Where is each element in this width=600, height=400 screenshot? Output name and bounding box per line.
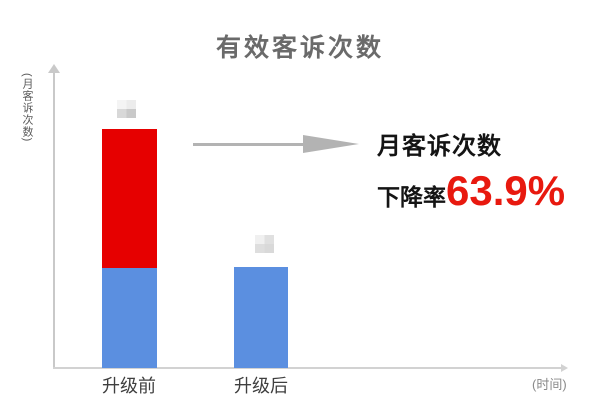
annotation-decrease-prefix: 下降率: [377, 184, 446, 210]
bar-before-red-segment: [102, 129, 157, 268]
annotation-decrease-line: 下降率 63.9%: [377, 170, 587, 212]
x-axis-line: [53, 367, 563, 369]
category-label-after-upgrade: 升级后: [234, 376, 288, 396]
censored-value-label-before: [117, 100, 136, 118]
censored-value-label-after: [255, 235, 274, 253]
callout-arrow-line: [193, 143, 305, 146]
chart-title: 有效客诉次数: [215, 34, 384, 62]
x-axis-label: (时间): [532, 377, 567, 392]
callout-arrow-head-icon: [303, 135, 359, 153]
bar-before-upgrade: [102, 129, 157, 368]
annotation-metric-name: 月客诉次数: [377, 133, 502, 160]
y-axis-arrow-icon: [48, 64, 60, 73]
bar-before-blue-segment: [102, 268, 157, 368]
bar-after-upgrade: [234, 267, 288, 368]
category-label-before-upgrade: 升级前: [102, 376, 156, 396]
x-axis-arrow-icon: [561, 364, 568, 372]
annotation-decrease-value: 63.9%: [446, 167, 566, 214]
decrease-annotation: 月客诉次数 下降率 63.9%: [377, 126, 587, 212]
y-axis-line: [53, 72, 55, 368]
y-axis-label: (月客诉次数): [21, 73, 33, 143]
bar-after-blue-segment: [234, 267, 288, 368]
